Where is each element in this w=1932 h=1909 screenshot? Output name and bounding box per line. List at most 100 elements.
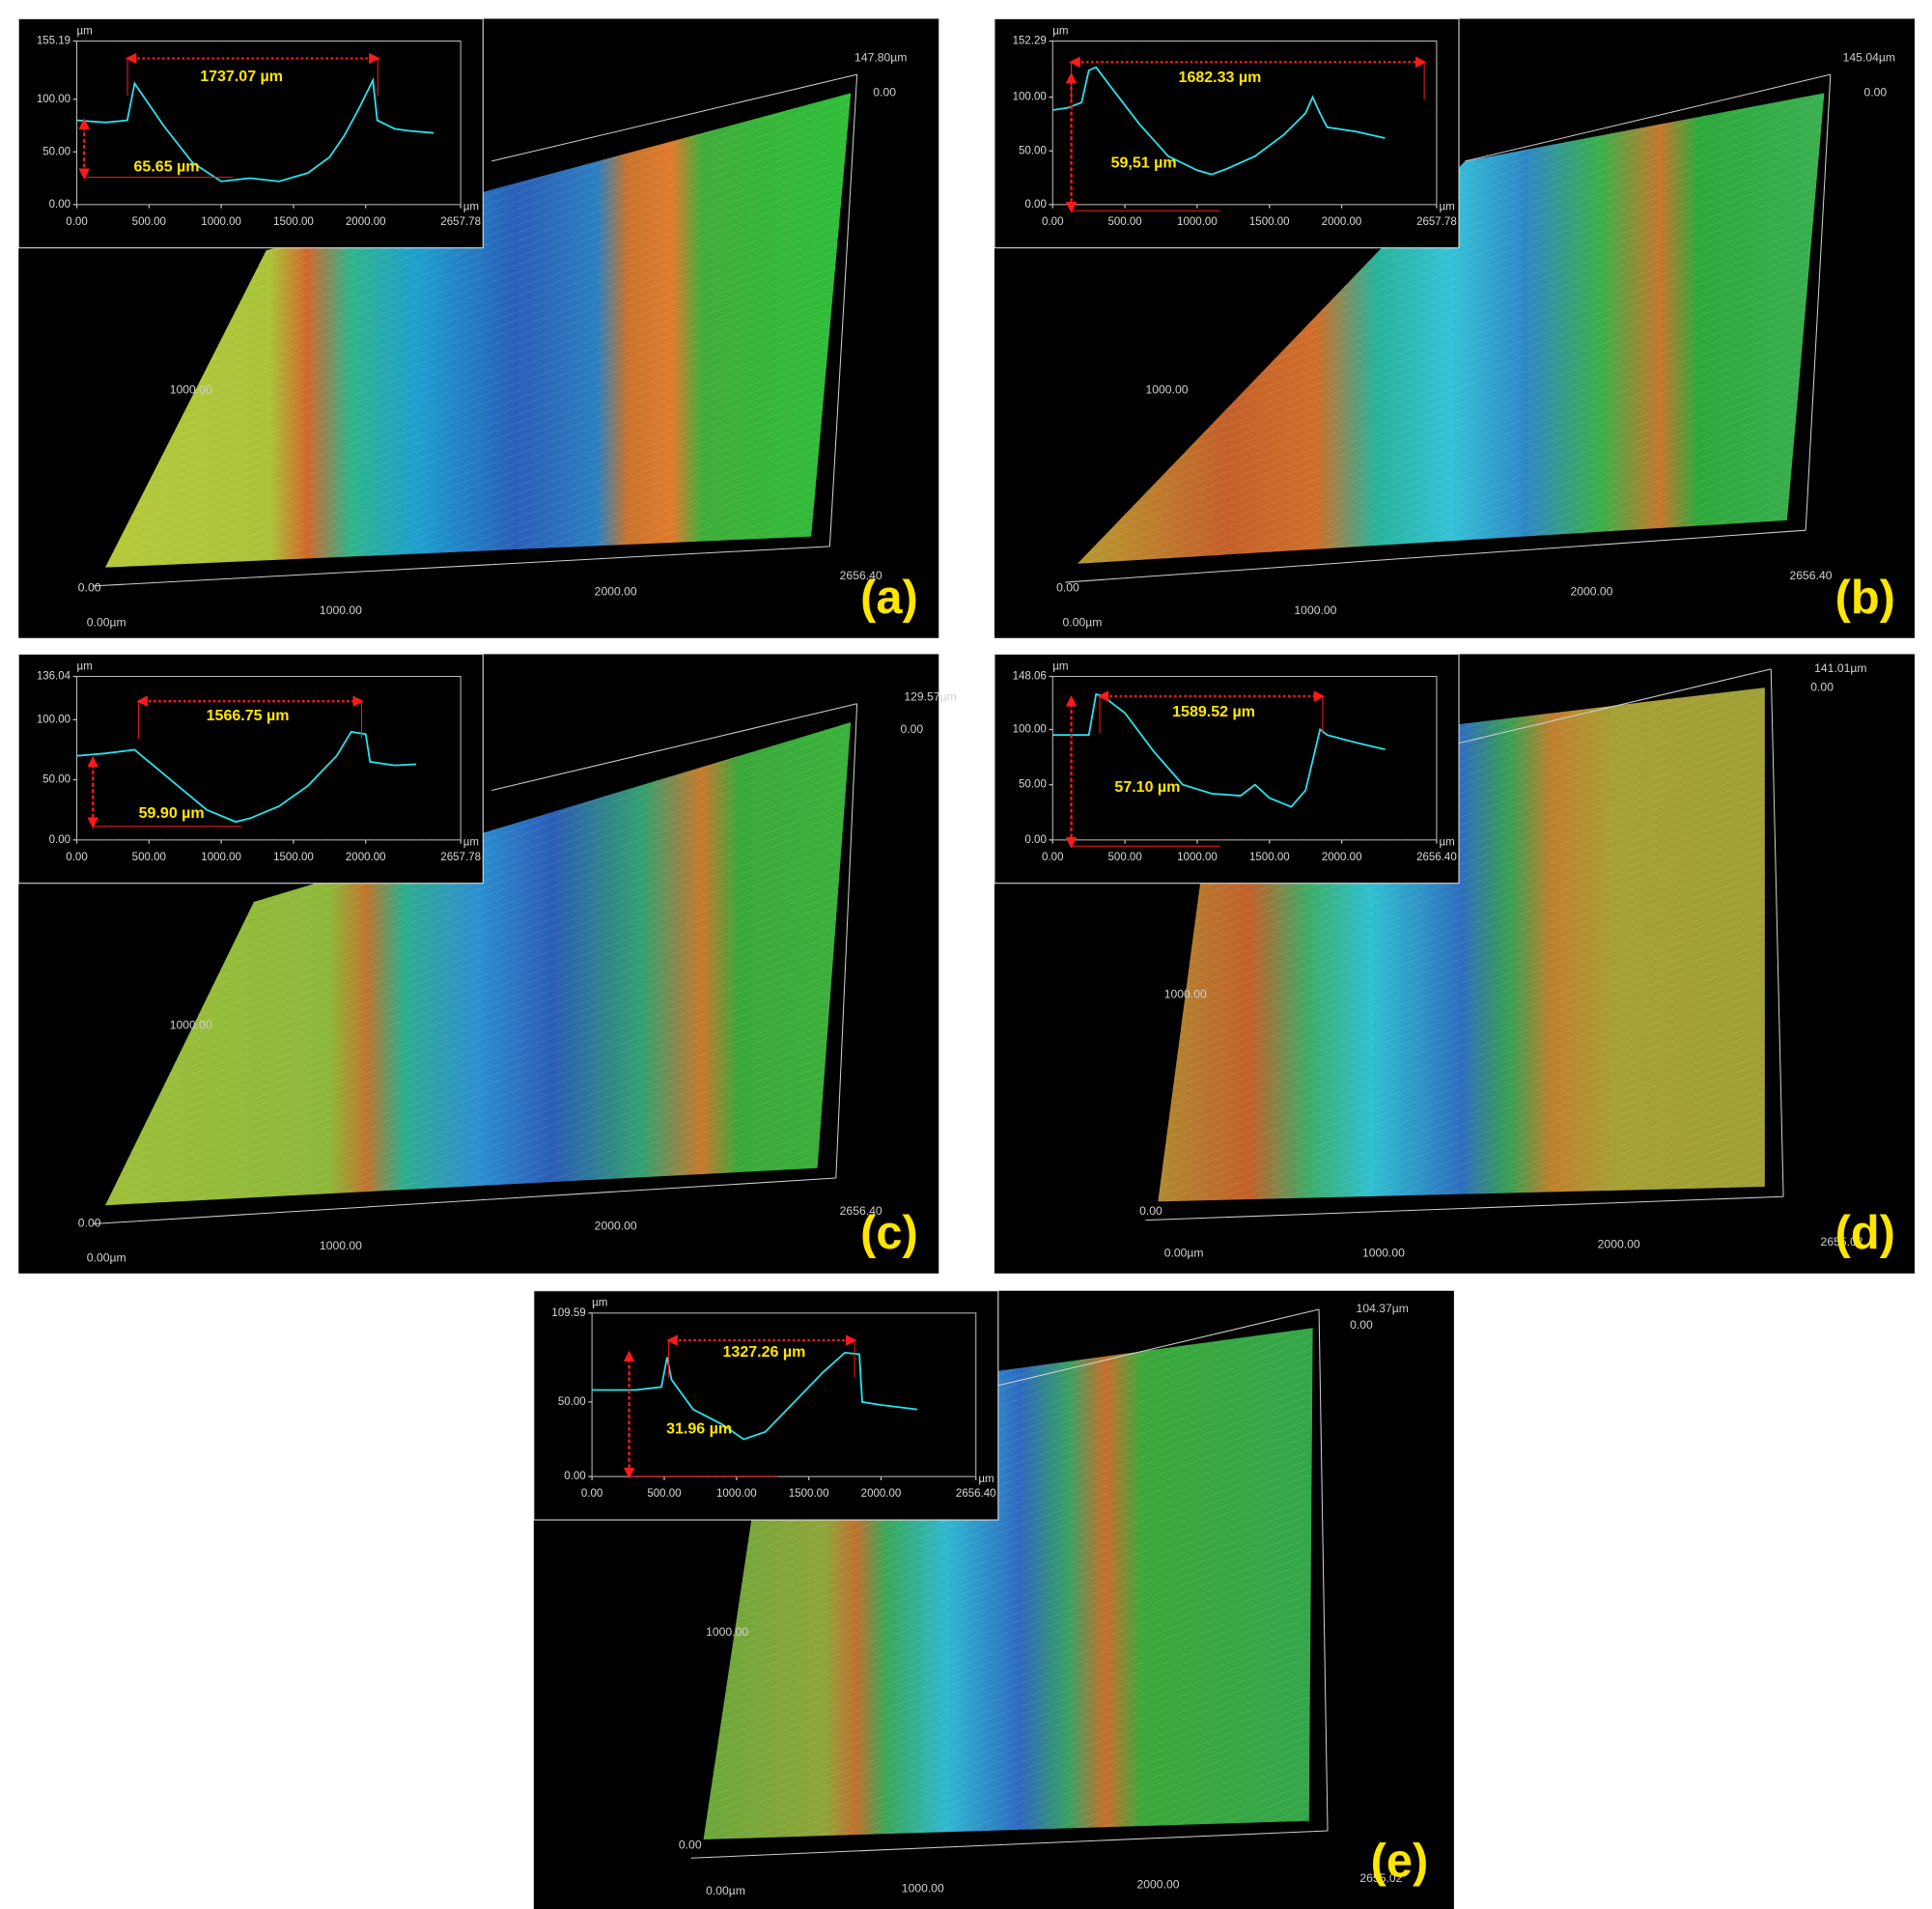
panel-label: (b)	[1835, 572, 1895, 624]
surface-axis-label: 0.00µm	[1164, 1246, 1204, 1259]
surface-axis-label: 0.00	[1056, 581, 1079, 595]
x-tick-label: 500.00	[132, 852, 166, 863]
panel-label: (a)	[860, 572, 918, 624]
depth-annotation: 31.96 µm	[666, 1420, 732, 1438]
width-annotation: 1589.52 µm	[1172, 703, 1255, 720]
y-tick-label: 100.00	[1013, 724, 1047, 736]
surface-axis-label: 1000.00	[1164, 987, 1207, 1000]
inset-background	[994, 653, 1460, 884]
y-unit: µm	[1052, 660, 1068, 672]
x-tick-label: 500.00	[1107, 852, 1141, 863]
x-tick-label: 0.00	[1042, 216, 1063, 228]
surface-axis-label: 0.00	[1350, 1318, 1373, 1332]
x-tick-label: 1500.00	[789, 1488, 829, 1500]
axis-3d	[1065, 529, 1806, 583]
panel-label: (e)	[1371, 1836, 1429, 1888]
width-annotation: 1737.07 µm	[200, 68, 283, 85]
surface-axis-label: 104.37µm	[1357, 1302, 1409, 1315]
x-tick-label: 1000.00	[1177, 216, 1218, 228]
x-unit: µm	[463, 201, 479, 212]
x-tick-label: 1000.00	[1177, 852, 1218, 863]
surface-axis-label: 2656.40	[840, 1204, 882, 1218]
axis-3d	[953, 1308, 1320, 1397]
surface-axis-label: 2656.40	[1789, 569, 1832, 582]
x-tick-label: 0.00	[581, 1488, 602, 1500]
surface-axis-label: 0.00	[1863, 86, 1887, 99]
inset-background	[533, 1290, 999, 1521]
profile-line	[76, 730, 417, 824]
profile-line	[592, 1351, 918, 1441]
y-unit: µm	[592, 1298, 607, 1309]
surface-axis-label: 0.00	[873, 86, 896, 99]
axis-3d	[1805, 74, 1832, 531]
surface-axis-label: 2000.00	[595, 585, 637, 599]
depth-annotation: 59,51 µm	[1111, 154, 1177, 172]
y-tick-label: 50.00	[1019, 779, 1047, 791]
axis-3d	[1405, 668, 1772, 757]
x-tick-label: 0.00	[66, 216, 87, 228]
axis-3d	[93, 1177, 836, 1224]
profile-inset: 0.00 50.00 100.00 155.19 0.00 500.00 1000.00 15…	[17, 17, 484, 249]
surface-texture	[105, 721, 852, 1206]
surface-axis-label: 0.00	[901, 722, 924, 736]
surface-axis-label: 0.00µm	[1063, 616, 1103, 630]
x-tick-label: 1000.00	[201, 216, 241, 228]
x-unit: µm	[463, 836, 479, 848]
x-tick-label: 2000.00	[346, 852, 386, 863]
surface-axis-label: 1000.00	[320, 1239, 362, 1252]
width-annotation: 1682.33 µm	[1179, 69, 1262, 86]
width-annotation: 1327.26 µm	[723, 1343, 806, 1361]
profile-line	[76, 76, 434, 182]
axis-3d	[491, 703, 857, 792]
surface-axis-label: 0.00µm	[87, 616, 126, 630]
surface-axis-label: 2656.40	[840, 569, 882, 582]
y-tick-label: 50.00	[1019, 145, 1047, 156]
y-tick-label: 0.00	[49, 199, 70, 211]
x-tick-label: 2000.00	[346, 216, 386, 228]
axis-3d	[491, 73, 857, 162]
surface-axis-label: 0.00µm	[87, 1251, 126, 1265]
x-tick-label: 2657.78	[440, 216, 481, 228]
axis-3d	[1770, 668, 1784, 1197]
profile-inset: 0.00 50.00 109.59 0.00 500.00 1000.00 1500.00 2…	[533, 1290, 999, 1521]
axis-3d	[1145, 1195, 1784, 1221]
surface-axis-label: 2000.00	[1137, 1878, 1180, 1892]
panel: 129.57µm0.001000.000.000.00µm1000.002000…	[17, 653, 957, 1274]
profile-inset: 0.00 50.00 100.00 152.29 0.00 500.00 1000.00 15…	[994, 17, 1460, 249]
y-tick-label: 152.29	[1013, 36, 1047, 47]
surface-axis-label: 0.00	[679, 1839, 702, 1852]
y-unit: µm	[77, 660, 93, 672]
surface-axis-label: 2000.00	[1570, 585, 1612, 599]
inset-background	[994, 17, 1460, 249]
y-tick-label: 136.04	[37, 671, 71, 683]
depth-annotation: 65.65 µm	[134, 158, 200, 176]
inset-background	[17, 653, 484, 884]
surface-axis-label: 0.00	[1139, 1204, 1162, 1218]
inset-background	[17, 17, 484, 249]
surface-axis-label: 2655.02	[1359, 1871, 1402, 1885]
surface-axis-label: 1000.00	[706, 1625, 748, 1639]
x-tick-label: 2657.78	[440, 852, 481, 863]
axis-3d	[835, 703, 858, 1179]
axis-3d	[690, 1830, 1329, 1859]
x-unit: µm	[1439, 836, 1454, 848]
panel: 147.80µm0.001000.000.000.00µm1000.002000…	[17, 17, 939, 638]
profile-inset: 0.00 50.00 100.00 136.04 0.00 500.00 1000.00 15…	[17, 653, 484, 884]
surface-axis-label: 147.80µm	[854, 51, 907, 65]
y-tick-label: 148.06	[1013, 671, 1047, 683]
surface-axis-label: 1000.00	[1145, 382, 1188, 396]
surface-axis-label: 0.00	[1810, 680, 1834, 693]
x-tick-label: 500.00	[1107, 216, 1141, 228]
y-tick-label: 100.00	[1013, 92, 1047, 103]
x-tick-label: 1500.00	[1249, 852, 1290, 863]
surface-texture	[105, 93, 852, 568]
surface-axis-label: 141.01µm	[1814, 661, 1866, 675]
surface-axis-label: 145.04µm	[1843, 51, 1895, 65]
axis-3d	[1465, 73, 1831, 162]
y-unit: µm	[1052, 25, 1068, 37]
